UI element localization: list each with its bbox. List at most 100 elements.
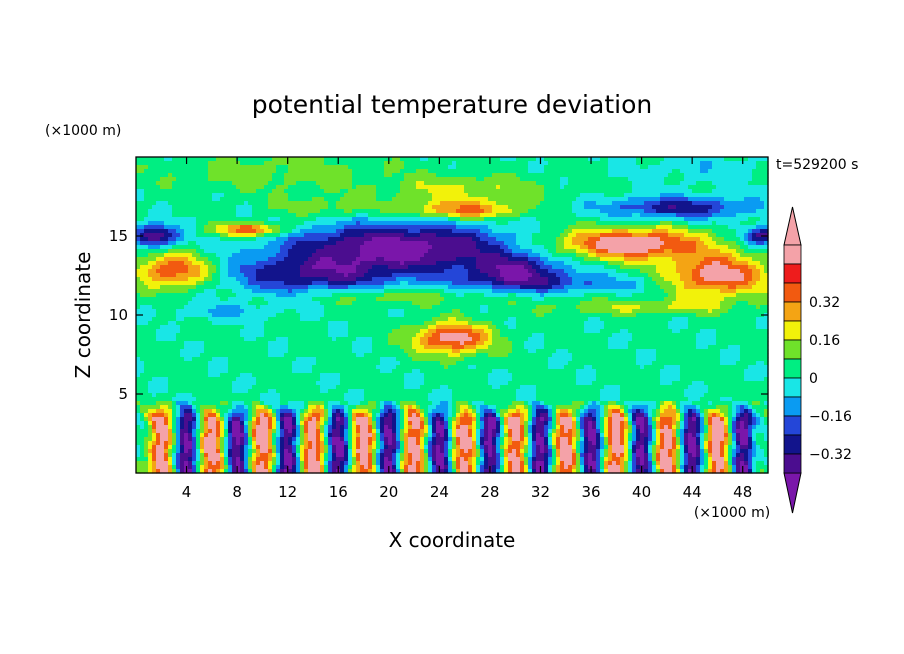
heatmap-cell bbox=[736, 173, 741, 178]
heatmap-cell bbox=[536, 221, 541, 226]
heatmap-cell bbox=[468, 237, 473, 242]
heatmap-cell bbox=[416, 193, 421, 198]
heatmap-cell bbox=[156, 205, 161, 210]
heatmap-cell bbox=[196, 257, 201, 262]
heatmap-cell bbox=[656, 157, 661, 162]
heatmap-cell bbox=[660, 197, 665, 202]
heatmap-cell bbox=[392, 265, 397, 270]
heatmap-cell bbox=[756, 165, 761, 170]
heatmap-cell bbox=[700, 173, 705, 178]
heatmap-cell bbox=[248, 173, 253, 178]
heatmap-cell bbox=[536, 249, 541, 254]
heatmap-cell bbox=[368, 201, 373, 206]
heatmap-cell bbox=[740, 233, 745, 238]
heatmap-cell bbox=[368, 173, 373, 178]
heatmap-cell bbox=[348, 169, 353, 174]
heatmap-cell bbox=[596, 165, 601, 170]
heatmap-cell bbox=[192, 165, 197, 170]
heatmap-cell bbox=[256, 257, 261, 262]
heatmap-cell bbox=[368, 265, 373, 270]
heatmap-cell bbox=[196, 193, 201, 198]
heatmap-cell bbox=[448, 257, 453, 262]
heatmap-cell bbox=[636, 261, 641, 266]
heatmap-cell bbox=[692, 237, 697, 242]
heatmap-cell bbox=[260, 253, 265, 258]
heatmap-cell bbox=[648, 273, 653, 278]
heatmap-cell bbox=[572, 209, 577, 214]
heatmap-cell bbox=[732, 273, 737, 278]
heatmap-cell bbox=[680, 205, 685, 210]
heatmap-cell bbox=[228, 281, 233, 286]
heatmap-cell bbox=[260, 221, 265, 226]
heatmap-cell bbox=[696, 165, 701, 170]
heatmap-cell bbox=[144, 217, 149, 222]
heatmap-cell bbox=[428, 233, 433, 238]
heatmap-cell bbox=[400, 249, 405, 254]
heatmap-cell bbox=[280, 269, 285, 274]
heatmap-cell bbox=[592, 209, 597, 214]
heatmap-cell bbox=[676, 193, 681, 198]
heatmap-cell bbox=[176, 229, 181, 234]
heatmap-cell bbox=[224, 253, 229, 258]
heatmap-cell bbox=[148, 201, 153, 206]
heatmap-cell bbox=[336, 273, 341, 278]
heatmap-cell bbox=[380, 181, 385, 186]
heatmap-cell bbox=[696, 245, 701, 250]
heatmap-cell bbox=[436, 161, 441, 166]
heatmap-cell bbox=[724, 205, 729, 210]
heatmap-cell bbox=[220, 281, 225, 286]
heatmap-cell bbox=[656, 205, 661, 210]
heatmap-cell bbox=[708, 245, 713, 250]
heatmap-cell bbox=[508, 165, 513, 170]
heatmap-cell bbox=[556, 249, 561, 254]
heatmap-cell bbox=[320, 169, 325, 174]
heatmap-cell bbox=[448, 217, 453, 222]
heatmap-cell bbox=[156, 233, 161, 238]
heatmap-cell bbox=[652, 253, 657, 258]
heatmap-cell bbox=[688, 193, 693, 198]
heatmap-cell bbox=[536, 277, 541, 282]
heatmap-cell bbox=[408, 229, 413, 234]
heatmap-cell bbox=[720, 265, 725, 270]
heatmap-cell bbox=[388, 157, 393, 162]
heatmap-cell bbox=[180, 245, 185, 250]
heatmap-cell bbox=[532, 201, 537, 206]
heatmap-cell bbox=[260, 173, 265, 178]
heatmap-cell bbox=[504, 173, 509, 178]
heatmap-cell bbox=[760, 173, 765, 178]
heatmap-cell bbox=[524, 261, 529, 266]
heatmap-cell bbox=[356, 245, 361, 250]
heatmap-cell bbox=[260, 217, 265, 222]
heatmap-cell bbox=[212, 269, 217, 274]
heatmap-cell bbox=[404, 225, 409, 230]
heatmap-cell bbox=[560, 265, 565, 270]
heatmap-cell bbox=[424, 229, 429, 234]
heatmap-cell bbox=[688, 181, 693, 186]
heatmap-cell bbox=[224, 265, 229, 270]
heatmap-cell bbox=[516, 209, 521, 214]
heatmap-cell bbox=[760, 269, 765, 274]
heatmap-cell bbox=[144, 225, 149, 230]
heatmap-cell bbox=[148, 229, 153, 234]
heatmap-cell bbox=[224, 177, 229, 182]
heatmap-cell bbox=[316, 197, 321, 202]
heatmap-cell bbox=[320, 185, 325, 190]
heatmap-cell bbox=[380, 217, 385, 222]
heatmap-cell bbox=[528, 241, 533, 246]
heatmap-cell bbox=[688, 221, 693, 226]
heatmap-cell bbox=[280, 201, 285, 206]
heatmap-cell bbox=[392, 193, 397, 198]
heatmap-cell bbox=[576, 157, 581, 162]
heatmap-cell bbox=[696, 249, 701, 254]
chart-title: potential temperature deviation bbox=[252, 90, 652, 119]
heatmap-cell bbox=[208, 181, 213, 186]
heatmap-cell bbox=[276, 173, 281, 178]
heatmap-cell bbox=[540, 217, 545, 222]
heatmap-cell bbox=[556, 245, 561, 250]
heatmap-cell bbox=[280, 205, 285, 210]
heatmap-cell bbox=[348, 197, 353, 202]
heatmap-cell bbox=[724, 181, 729, 186]
heatmap-cell bbox=[144, 205, 149, 210]
heatmap-cell bbox=[244, 157, 249, 162]
